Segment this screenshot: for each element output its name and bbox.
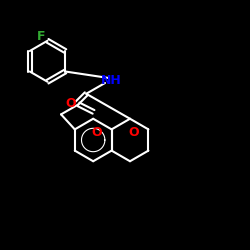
Text: O: O <box>66 97 76 110</box>
Text: F: F <box>37 30 46 44</box>
Text: NH: NH <box>101 74 121 87</box>
Text: O: O <box>128 126 139 140</box>
Text: O: O <box>91 126 102 140</box>
